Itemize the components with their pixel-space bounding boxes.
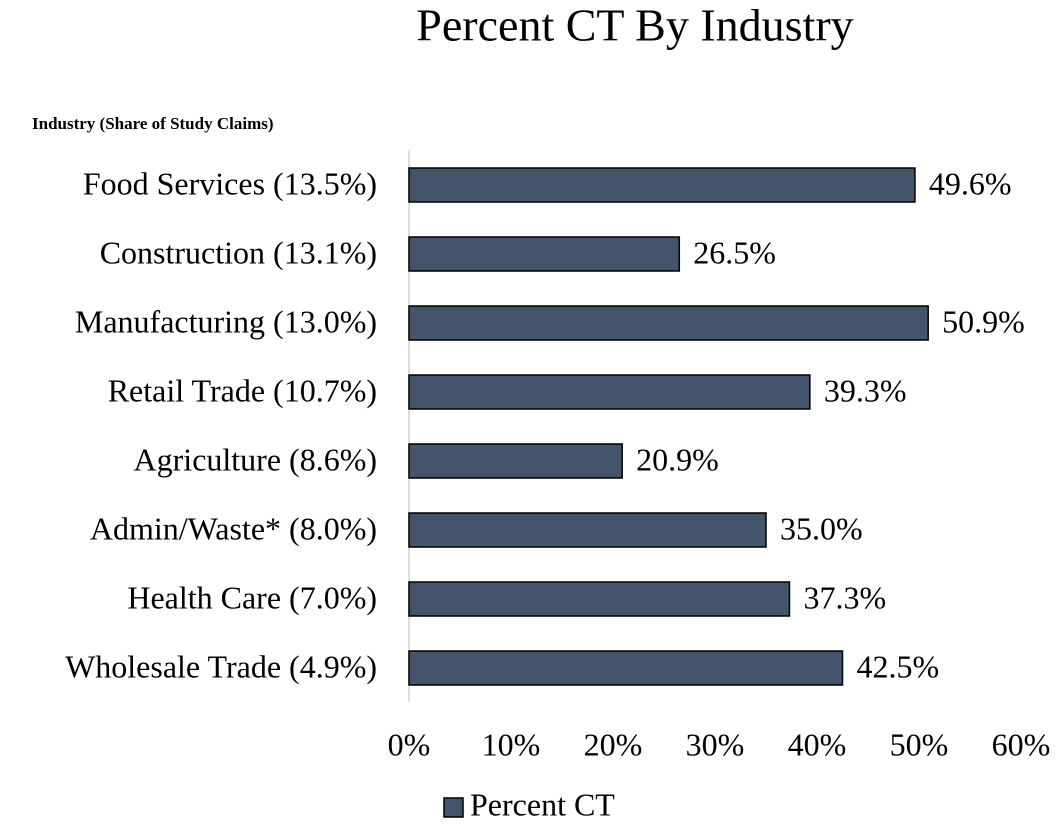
y-tick-label: Wholesale Trade (4.9%) (65, 648, 377, 684)
bar (408, 305, 929, 341)
x-tick-label: 40% (788, 726, 847, 762)
data-label: 50.9% (942, 303, 1025, 339)
y-tick-label: Agriculture (8.6%) (134, 441, 377, 477)
legend-label: Percent CT (470, 786, 615, 822)
data-label: 39.3% (824, 372, 907, 408)
y-tick-label: Retail Trade (10.7%) (108, 372, 377, 408)
bar (408, 374, 811, 410)
y-tick-label: Construction (13.1%) (100, 234, 377, 270)
y-tick-label: Health Care (7.0%) (127, 579, 377, 615)
data-label: 20.9% (636, 441, 719, 477)
data-label: 37.3% (803, 579, 886, 615)
x-tick-label: 50% (890, 726, 949, 762)
x-tick-label: 10% (482, 726, 541, 762)
data-label: 35.0% (780, 510, 863, 546)
data-label: 26.5% (693, 234, 776, 270)
bar (408, 443, 623, 479)
x-tick-label: 20% (584, 726, 643, 762)
bar (408, 167, 916, 203)
y-tick-label: Food Services (13.5%) (83, 165, 377, 201)
chart-title: Percent CT By Industry (416, 0, 853, 51)
y-tick-label: Manufacturing (13.0%) (75, 303, 377, 339)
x-tick-label: 30% (686, 726, 745, 762)
y-axis-label: Industry (Share of Study Claims) (32, 114, 274, 133)
bar (408, 236, 681, 272)
y-tick-label: Admin/Waste* (8.0%) (90, 510, 377, 546)
data-label: 42.5% (857, 648, 940, 684)
bar (408, 512, 767, 548)
legend-swatch (443, 797, 464, 818)
bar (408, 650, 844, 686)
x-tick-label: 0% (388, 726, 431, 762)
x-tick-label: 60% (992, 726, 1051, 762)
data-label: 49.6% (929, 165, 1012, 201)
bar (408, 581, 791, 617)
